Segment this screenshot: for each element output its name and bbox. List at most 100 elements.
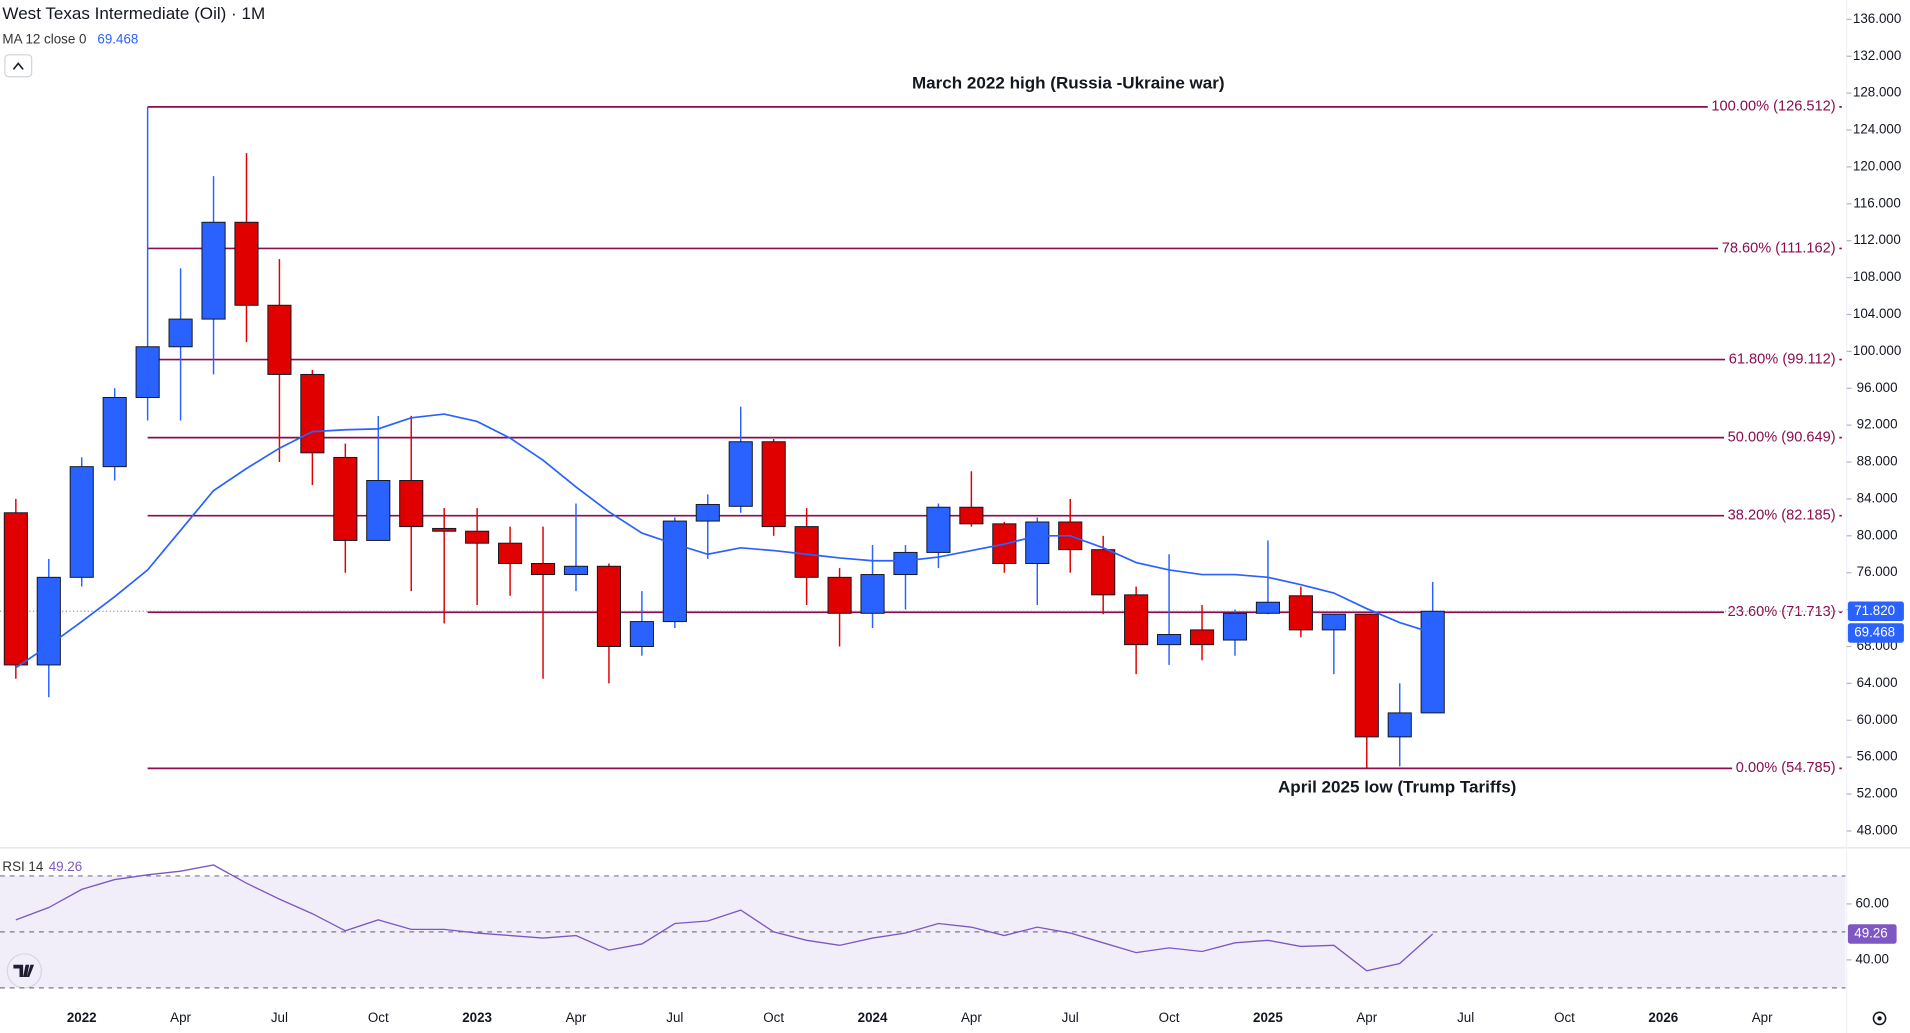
candle-body <box>794 526 819 578</box>
x-tick-label: 2025 <box>1253 1010 1283 1025</box>
candle-body <box>1387 712 1412 738</box>
candle-body <box>959 506 984 525</box>
ma-tag <box>1847 623 1904 643</box>
y-tick-label: 60.00 <box>1855 895 1888 910</box>
gear[interactable] <box>1872 1011 1887 1026</box>
ma-line <box>15 413 1433 669</box>
candle-body <box>1189 629 1215 646</box>
y-tick-label: 84.000 <box>1857 490 1898 505</box>
candle-body <box>432 527 457 532</box>
candle-body <box>596 565 621 647</box>
y-tick-label: 80.000 <box>1857 527 1898 542</box>
ma-tag-text: 69.468 <box>1854 624 1895 639</box>
y-tick-label: 40.00 <box>1855 951 1888 966</box>
x-tick-label: 2026 <box>1648 1010 1678 1025</box>
rsi-tag-text: 49.26 <box>1854 926 1887 941</box>
last-price-tag <box>1847 601 1904 622</box>
y-tick-label: 76.000 <box>1857 564 1898 579</box>
candle-body <box>498 542 523 564</box>
y-tick-label: 96.000 <box>1857 380 1898 395</box>
fib-label-bg <box>1724 604 1840 621</box>
rsi-value: 49.26 <box>49 859 82 874</box>
chart-title: West Texas Intermediate (Oil) · 1M <box>2 4 265 23</box>
candle-body <box>695 503 720 522</box>
fib-label: 50.00% (90.649) <box>1728 429 1836 445</box>
y-tick-label: 136.000 <box>1853 11 1901 26</box>
candle-body <box>1321 613 1346 631</box>
candle-body <box>1124 594 1149 646</box>
indicator-name: MA 12 close 0 <box>2 32 86 47</box>
candle-body <box>662 520 687 623</box>
candle-body <box>1420 610 1445 714</box>
candle-body <box>300 373 325 454</box>
candle-body <box>860 574 885 614</box>
y-tick-label: 128.000 <box>1853 85 1901 100</box>
y-tick-label: 60.000 <box>1857 712 1898 727</box>
gear-center[interactable] <box>1877 1016 1882 1021</box>
y-tick-label: 52.000 <box>1857 786 1898 801</box>
settings-icon[interactable] <box>1872 1011 1887 1026</box>
candle-body <box>827 576 852 614</box>
candle-body <box>69 466 94 578</box>
indicator-value: 69.468 <box>97 32 138 47</box>
x-tick-label: 2024 <box>858 1010 888 1025</box>
y-tick-label: 116.000 <box>1853 195 1900 210</box>
candle-body <box>1288 595 1313 631</box>
y-tick-label: 120.000 <box>1853 158 1901 173</box>
rsi-title: RSI 14 <box>2 859 43 874</box>
y-tick-label: 132.000 <box>1853 48 1901 63</box>
y-tick-label: 56.000 <box>1857 749 1898 764</box>
y-tick-label: 88.000 <box>1857 454 1898 469</box>
fib-label-bg <box>1725 351 1840 368</box>
y-tick-label: 92.000 <box>1857 417 1898 432</box>
candle-body <box>333 456 358 541</box>
x-tick-label: Jul <box>1062 1010 1079 1025</box>
candle-body <box>3 512 28 666</box>
logo-mark[interactable] <box>13 964 35 977</box>
candle-body <box>168 318 193 348</box>
x-tick-label: Oct <box>763 1010 784 1025</box>
fib-label-bg <box>1707 98 1840 115</box>
candle-body <box>102 397 127 468</box>
fib-label: 23.60% (71.713) <box>1728 604 1836 620</box>
fib-label: 38.20% (82.185) <box>1728 508 1836 524</box>
x-tick-label: Jul <box>666 1010 683 1025</box>
x-tick-label: Jul <box>1457 1010 1474 1025</box>
rsi-line <box>15 864 1434 972</box>
y-tick-label: 112.000 <box>1853 232 1900 247</box>
candle-body <box>399 480 424 528</box>
y-tick-label: 108.000 <box>1853 269 1901 284</box>
fib-label: 78.60% (111.162) <box>1722 240 1836 256</box>
y-tick-label: 100.000 <box>1853 343 1901 358</box>
x-tick-label: Apr <box>961 1010 982 1025</box>
candle-body <box>366 480 391 541</box>
candle-body <box>36 576 61 666</box>
collapse-button[interactable] <box>4 54 33 78</box>
candle-body <box>728 441 753 507</box>
rsi-tag <box>1847 924 1897 944</box>
x-tick-label: Oct <box>368 1010 389 1025</box>
candle-body <box>1025 521 1050 564</box>
fib-label: 0.00% (54.785) <box>1736 760 1836 776</box>
y-tick-label: 104.000 <box>1853 306 1901 321</box>
candle-body <box>1354 613 1379 738</box>
x-tick-label: Apr <box>1752 1010 1773 1025</box>
x-tick-label: Jul <box>271 1010 288 1025</box>
y-tick-label: 64.000 <box>1857 675 1898 690</box>
fib-label: 61.80% (99.112) <box>1729 351 1836 367</box>
collapse-icon[interactable] <box>12 62 24 70</box>
annotation: March 2022 high (Russia -Ukraine war) <box>912 74 1225 93</box>
x-tick-label: Oct <box>1554 1010 1575 1025</box>
x-tick-label: Apr <box>170 1010 191 1025</box>
candle-body <box>926 506 951 553</box>
last-price-text: 71.820 <box>1854 603 1895 618</box>
candle-body <box>1222 612 1248 641</box>
x-tick-label: Apr <box>1356 1010 1377 1025</box>
x-tick-label: Oct <box>1159 1010 1180 1025</box>
collapse-box[interactable] <box>4 54 33 78</box>
fib-label-bg <box>1724 429 1840 446</box>
x-tick-label: 2023 <box>462 1010 492 1025</box>
fib-label-bg <box>1732 760 1840 777</box>
candle-body <box>465 530 490 544</box>
